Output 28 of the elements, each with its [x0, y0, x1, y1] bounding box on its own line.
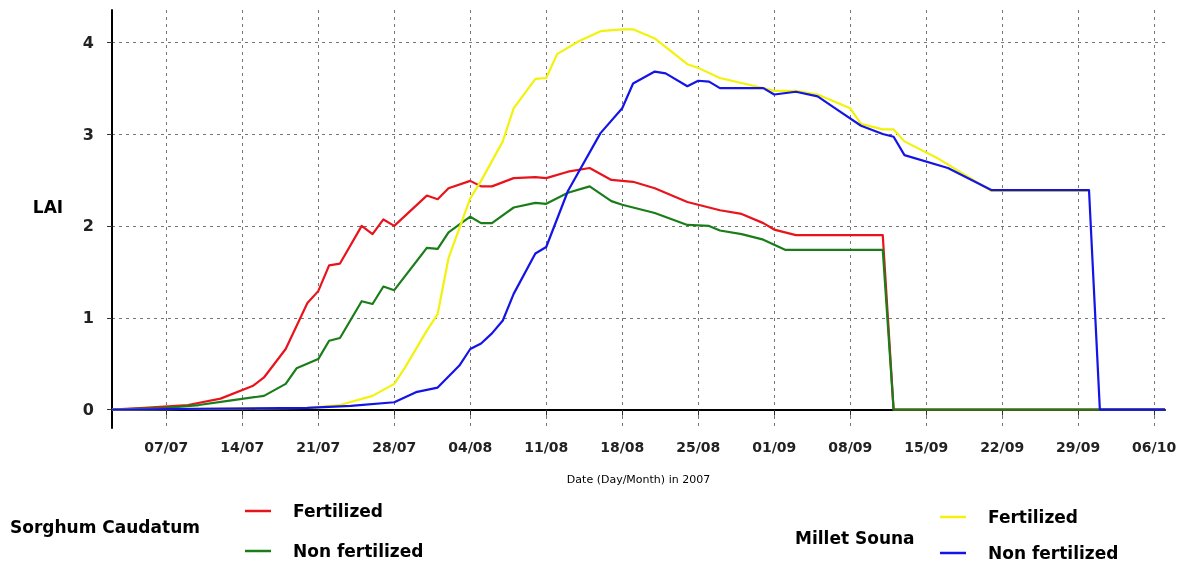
- y-tick-label: 0: [82, 400, 94, 420]
- x-tick-label: 07/07: [144, 439, 189, 455]
- x-tick-label: 18/08: [600, 439, 645, 455]
- x-tick-label: 28/07: [372, 439, 417, 455]
- x-tick-label: 22/09: [980, 439, 1025, 455]
- x-tick-label: 15/09: [904, 439, 949, 455]
- y-tick-label: 2: [82, 216, 94, 236]
- legend-label: Non fertilized: [988, 543, 1119, 563]
- text: Sorghum Caudatum: [10, 517, 200, 537]
- text: Millet Souna: [795, 528, 915, 548]
- y-tick-label: 1: [82, 308, 94, 328]
- x-tick-label: 11/08: [524, 439, 569, 455]
- x-tick-label: 01/09: [752, 439, 797, 455]
- x-tick-label: 14/07: [220, 439, 265, 455]
- line-series: [110, 70, 1167, 411]
- legend-label: Fertilized: [988, 507, 1079, 527]
- x-tick-label: 06/10: [1132, 439, 1177, 455]
- y-tick-label: 4: [82, 32, 94, 52]
- legend-label: Fertilized: [293, 501, 384, 521]
- x-tick-label: 29/09: [1056, 439, 1101, 455]
- x-axis-title: Date (Day/Month) in 2007: [566, 473, 711, 486]
- x-tick-label: 25/08: [676, 439, 721, 455]
- x-tick-label: 04/08: [448, 439, 493, 455]
- y-tick-label: 3: [82, 124, 94, 144]
- x-tick-label: 08/09: [828, 439, 873, 455]
- legend-label: Non fertilized: [293, 541, 424, 561]
- y-axis-title: LAI: [32, 197, 64, 217]
- x-tick-label: 21/07: [296, 439, 341, 455]
